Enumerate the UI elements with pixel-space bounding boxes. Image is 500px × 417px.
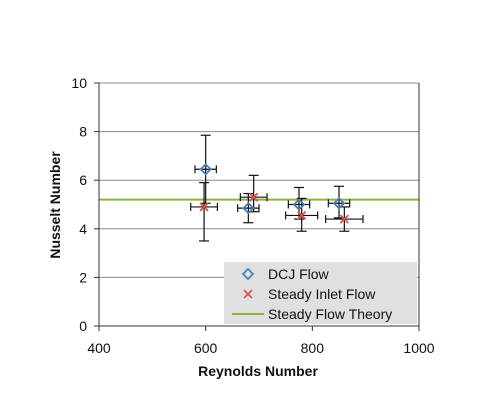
error-bars [190,134,364,242]
x-tick-label-1000: 1000 [403,340,434,356]
cross-stroke-b [243,289,253,299]
legend-swatch-steady-inlet-flow [243,289,253,299]
y-axis-title: Nusselt Number [47,151,63,259]
steady-inlet-flow-point [199,202,209,212]
legend-label-1: Steady Inlet Flow [268,286,376,302]
x-axis-title: Reynolds Number [198,363,318,379]
cross-stroke-b [339,214,349,224]
dcj-errorbar-0 [194,134,217,204]
steady-inlet-flow-point [249,192,259,202]
y-tick-label-2: 2 [79,269,87,285]
tick-labels: 0 2 4 6 8 10 400 600 800 1000 [71,75,434,356]
cross-stroke-b [297,210,307,221]
y-tick-label-6: 6 [79,172,87,188]
legend-label-0: DCJ Flow [268,266,330,282]
x-tick-label-600: 600 [194,340,218,356]
cross-stroke-b [249,192,259,202]
dcj-errorbar-1 [237,192,260,224]
steady-inlet-flow-point [339,214,349,224]
data-markers [199,162,349,224]
axes [94,82,420,331]
y-tick-label-8: 8 [79,124,87,140]
y-tick-label-4: 4 [79,221,87,237]
dcj-flow-point [332,197,346,210]
steady-inlet-flow-point [297,210,307,221]
dcj-flow-point [242,201,255,215]
y-tick-label-10: 10 [71,75,87,91]
x-tick-label-800: 800 [301,340,325,356]
cross-stroke-b [199,202,209,212]
x-tick-label-400: 400 [87,340,111,356]
y-tick-label-0: 0 [79,318,87,334]
legend-swatch-dcj-flow [241,267,255,281]
dcj-flow-point [292,198,306,211]
legend-label-2: Steady Flow Theory [268,306,392,322]
dcj-errorbar-3 [327,185,351,219]
dcj-flow-point [199,162,212,176]
legend: DCJ Flow Steady Inlet Flow Steady Flow The… [224,262,417,324]
